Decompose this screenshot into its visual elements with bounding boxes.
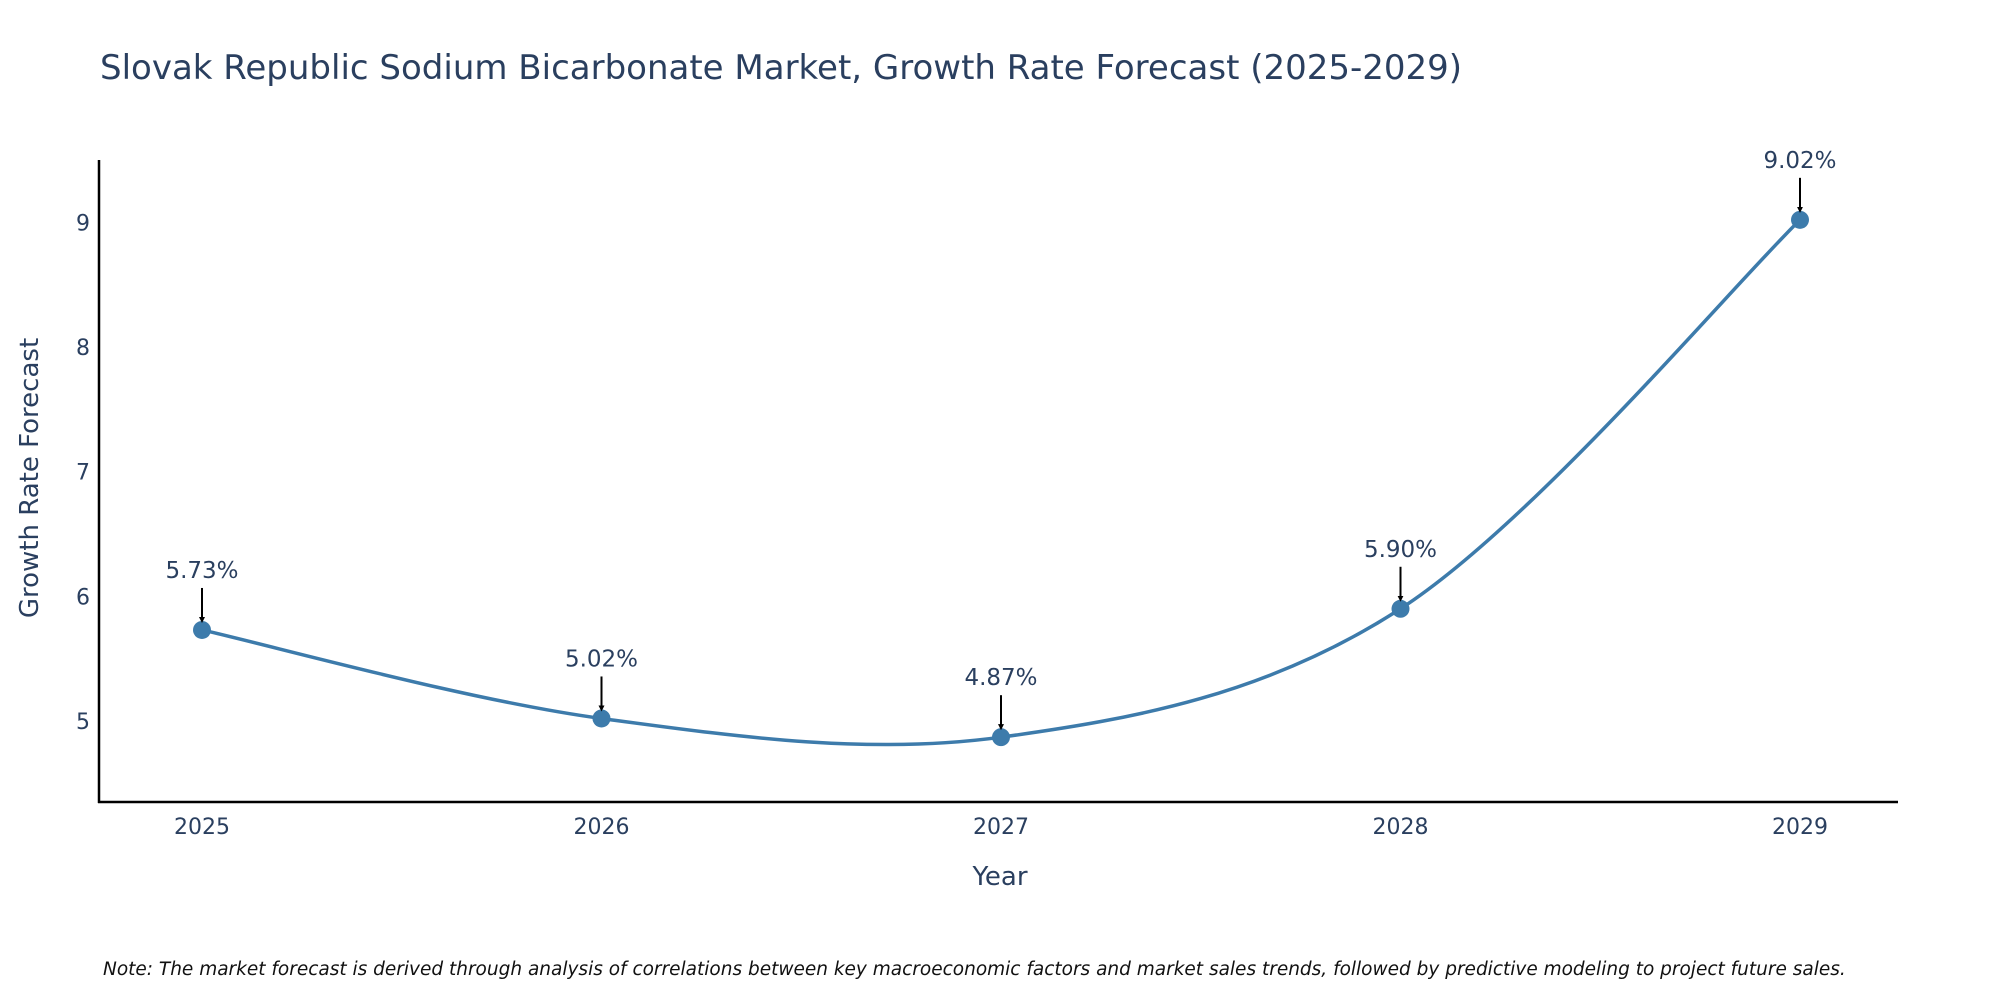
y-tick-label: 5	[76, 710, 90, 735]
chart-title: Slovak Republic Sodium Bicarbonate Marke…	[100, 48, 1462, 88]
y-axis-title: Growth Rate Forecast	[15, 338, 45, 618]
x-tick-labels: 2025 2026 2027 2028 2029	[174, 815, 1828, 840]
data-point[interactable]	[992, 728, 1010, 747]
y-tick-label: 8	[76, 336, 90, 361]
y-tick-labels: 5 6 7 8 9	[76, 211, 90, 735]
data-label: 5.02%	[565, 646, 638, 672]
y-tick-label: 7	[76, 461, 90, 486]
data-label: 5.73%	[165, 558, 238, 584]
plot-area: 5.73% 5.02% 4.87% 5.90% 9.02%	[165, 148, 1837, 747]
data-point[interactable]	[1791, 210, 1809, 229]
x-tick-label: 2029	[1772, 815, 1828, 840]
y-tick-label: 6	[76, 585, 90, 610]
data-point[interactable]	[193, 620, 211, 639]
x-tick-label: 2027	[973, 815, 1029, 840]
data-point[interactable]	[592, 709, 611, 728]
data-label: 4.87%	[964, 665, 1037, 691]
data-label: 5.90%	[1364, 537, 1437, 563]
footnote: Note: The market forecast is derived thr…	[103, 959, 1846, 980]
x-axis-title: Year	[971, 862, 1027, 892]
y-tick-label: 9	[76, 211, 90, 236]
x-tick-label: 2026	[574, 815, 630, 840]
x-tick-label: 2025	[174, 815, 230, 840]
x-tick-label: 2028	[1373, 815, 1429, 840]
data-label: 9.02%	[1763, 148, 1836, 174]
data-point[interactable]	[1391, 599, 1410, 618]
series-line	[201, 218, 1802, 747]
